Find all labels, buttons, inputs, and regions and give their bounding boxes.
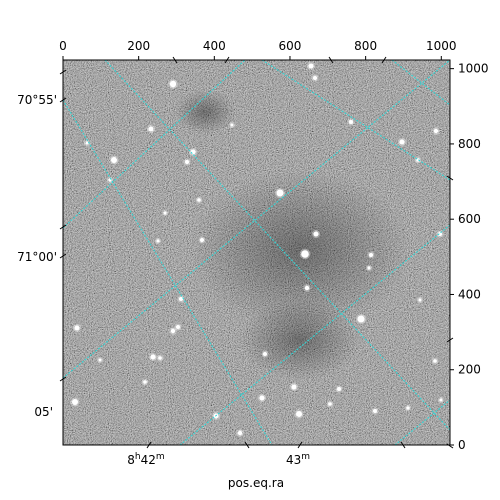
- wcs-tick: [446, 337, 454, 343]
- star: [313, 231, 319, 237]
- star-field: [70, 62, 444, 437]
- star: [369, 253, 373, 257]
- world-coordinate-ticks: [59, 56, 454, 449]
- right-tick-label: 0: [458, 438, 466, 452]
- star: [357, 315, 365, 323]
- star: [304, 285, 310, 291]
- star: [259, 395, 265, 401]
- star: [373, 409, 377, 413]
- star: [349, 120, 353, 124]
- top-tick-label: 600: [279, 39, 302, 53]
- star: [406, 406, 410, 410]
- star: [433, 128, 439, 134]
- right-tick-label: 800: [458, 137, 481, 151]
- star: [328, 402, 332, 406]
- star: [197, 198, 201, 202]
- star: [85, 141, 89, 145]
- star: [148, 126, 154, 132]
- star: [158, 356, 162, 360]
- top-tick-label: 400: [203, 39, 226, 53]
- grid-line: [63, 99, 273, 445]
- wcs-tick: [59, 376, 67, 382]
- wcs-tick: [59, 253, 67, 259]
- star: [176, 325, 180, 329]
- grid-line: [63, 60, 246, 229]
- top-pixel-axis: 0 200 400 600 800 1000: [59, 39, 457, 60]
- star: [418, 298, 422, 302]
- star: [143, 380, 147, 384]
- wcs-tick: [244, 441, 250, 449]
- ra-label-8h42m-hours: 8: [127, 453, 135, 467]
- top-tick-label: 800: [354, 39, 377, 53]
- ra-label-8h42m-hunit: h: [135, 452, 141, 462]
- plot-frame: [62, 59, 451, 446]
- star: [433, 359, 437, 363]
- top-tick-label: 0: [59, 39, 67, 53]
- dec-label-05: 05': [34, 405, 53, 419]
- x-axis-title: pos.eq.ra: [228, 476, 284, 490]
- grid-line: [394, 399, 450, 445]
- star: [291, 384, 297, 390]
- grid-line: [104, 60, 450, 431]
- star: [296, 411, 302, 417]
- star: [230, 123, 234, 127]
- grid-line: [391, 60, 450, 106]
- star: [170, 328, 176, 334]
- wcs-tick: [172, 56, 178, 64]
- right-tick-label: 1000: [458, 62, 489, 76]
- dec-label-71-00: 71°00': [17, 250, 57, 264]
- star: [439, 398, 443, 402]
- ra-label-43m-minutes: 43: [286, 453, 301, 467]
- star: [200, 238, 204, 242]
- wcs-tick: [297, 441, 303, 449]
- star: [163, 211, 167, 215]
- star: [111, 157, 117, 163]
- star: [416, 158, 420, 162]
- wcs-tick: [59, 69, 67, 75]
- wcs-tick: [59, 97, 67, 103]
- grid-line: [261, 60, 450, 181]
- wcs-tick: [146, 441, 152, 449]
- ra-label-43m: 43m: [286, 452, 310, 467]
- star: [179, 297, 183, 301]
- right-tick-label: 400: [458, 287, 481, 301]
- right-tick-label: 200: [458, 363, 481, 377]
- star: [185, 160, 189, 164]
- dec-label-70-55: 70°55': [17, 93, 57, 107]
- star: [237, 430, 243, 436]
- top-tick-label: 200: [127, 39, 150, 53]
- grid-line: [63, 60, 450, 379]
- ra-label-8h42m-minutes: 42: [141, 453, 156, 467]
- ra-label-43m-munit: m: [301, 452, 310, 462]
- wcs-tick: [400, 441, 406, 449]
- coordinate-grid: [63, 60, 450, 445]
- wcs-tick: [381, 56, 387, 64]
- top-tick-label: 1000: [426, 39, 457, 53]
- star: [169, 80, 177, 88]
- star: [150, 354, 156, 360]
- star: [156, 239, 160, 243]
- star: [367, 266, 371, 270]
- star: [337, 387, 341, 391]
- right-pixel-axis: 0 200 400 600 800 1000: [450, 62, 489, 452]
- star: [72, 399, 78, 405]
- ra-label-8h42m: 8h42m: [127, 452, 164, 467]
- sky-image: [63, 60, 450, 445]
- star: [308, 63, 314, 69]
- star: [276, 189, 284, 197]
- star: [74, 325, 80, 331]
- star: [399, 139, 405, 145]
- wcs-tick: [446, 175, 454, 181]
- star: [301, 250, 309, 258]
- ra-label-8h42m-munit: m: [156, 452, 165, 462]
- star: [313, 76, 317, 80]
- right-tick-label: 600: [458, 212, 481, 226]
- wcs-tick: [59, 224, 67, 230]
- star: [263, 352, 267, 356]
- wcs-tick: [224, 56, 230, 64]
- wcs-tick: [446, 443, 454, 449]
- wcs-tick: [328, 56, 334, 64]
- star: [98, 358, 102, 362]
